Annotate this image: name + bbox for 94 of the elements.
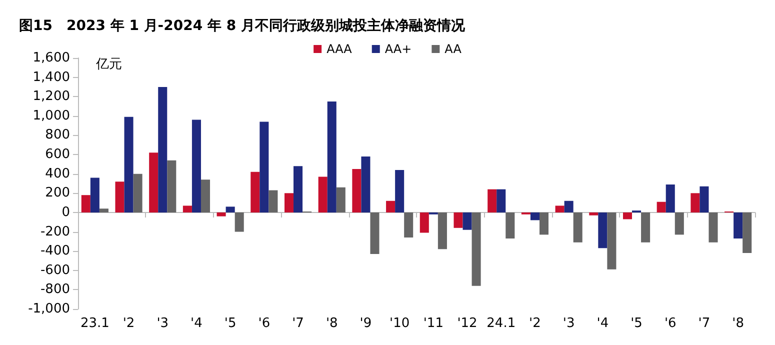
y-tick-label: 400 [45, 166, 70, 182]
x-tick-label: '3 [156, 316, 169, 331]
x-tick-label: '4 [190, 316, 202, 331]
x-tick-label: '7 [698, 316, 710, 331]
bar [336, 187, 346, 212]
bar [700, 186, 709, 212]
bar [370, 212, 380, 254]
bar [284, 193, 294, 212]
y-tick-label: -600 [40, 262, 70, 278]
bar [226, 206, 235, 212]
bar [742, 212, 752, 254]
y-tick-label: -200 [40, 224, 70, 240]
y-tick-label: 800 [45, 128, 70, 143]
bar [99, 208, 108, 212]
x-tick-label: 23.1 [80, 316, 110, 331]
x-tick-label: '4 [596, 316, 609, 331]
bar [386, 200, 396, 212]
x-tick-label: '9 [360, 316, 372, 331]
x-tick-label: 24.1 [486, 316, 516, 331]
bar [539, 212, 549, 235]
bar [589, 212, 598, 216]
x-tick-label: '8 [732, 316, 744, 331]
bar [149, 152, 158, 212]
x-tick-label: '5 [630, 316, 642, 331]
y-tick-label: 1,400 [32, 70, 70, 85]
bar [708, 212, 718, 242]
bar [530, 212, 540, 220]
bar [734, 212, 743, 239]
y-tick-label: 1,000 [32, 108, 70, 124]
x-tick-label: '11 [423, 316, 444, 331]
x-tick-label: '8 [326, 316, 338, 331]
y-tick-label: -400 [40, 244, 70, 259]
x-tick-label: '2 [122, 316, 135, 331]
bar [404, 212, 414, 238]
y-tick-label: 0 [62, 204, 70, 220]
bar [598, 212, 608, 248]
bar [352, 169, 362, 212]
bar [216, 212, 226, 216]
bar [462, 212, 472, 230]
bar [641, 212, 650, 242]
bar [496, 189, 506, 212]
bar [690, 193, 700, 212]
x-tick-label: '5 [224, 316, 236, 331]
bar [420, 212, 429, 233]
y-tick-label: -1,000 [28, 302, 70, 316]
bar [294, 166, 303, 212]
x-tick-label: '10 [390, 316, 410, 331]
bar [656, 202, 666, 212]
bar [555, 206, 564, 212]
bar [268, 190, 278, 212]
bar [438, 212, 447, 250]
bar [200, 180, 210, 212]
bar [564, 200, 574, 212]
x-tick-label: '6 [664, 316, 676, 331]
bar [250, 172, 260, 212]
bar [327, 101, 336, 212]
y-axis-title: 亿元 [95, 57, 122, 72]
bar [90, 178, 100, 212]
bar [454, 212, 463, 228]
bar [573, 212, 582, 242]
bar [192, 120, 201, 212]
x-tick-label: '6 [258, 316, 270, 331]
bar [472, 212, 481, 286]
x-tick-label: '2 [529, 316, 541, 331]
bar [167, 160, 176, 212]
legend-label: AAA [326, 42, 353, 56]
bar [234, 212, 244, 232]
bar [622, 212, 632, 220]
x-tick-label: '7 [292, 316, 304, 331]
bar [158, 86, 168, 212]
bar [182, 206, 192, 212]
bar [133, 174, 142, 212]
bar [607, 212, 616, 270]
bar [506, 212, 515, 239]
bar [395, 170, 404, 212]
bar [674, 212, 684, 235]
y-tick-label: 200 [45, 186, 70, 201]
bar [318, 176, 328, 212]
bar [124, 116, 134, 212]
y-tick-label: 1,200 [32, 89, 70, 104]
chart-title: 图15 2023 年 1 月-2024 年 8 月不同行政级别城投主体净融资情况 [19, 17, 466, 34]
bar [666, 184, 675, 212]
x-tick-label: '3 [562, 316, 575, 331]
bar [260, 122, 269, 212]
y-tick-label: 600 [45, 147, 70, 162]
y-tick-label: -800 [40, 282, 70, 298]
legend-label: AA+ [384, 42, 412, 56]
bar [81, 195, 90, 212]
bar [361, 156, 370, 212]
legend-label: AA [444, 42, 462, 56]
x-tick-label: '12 [457, 316, 478, 331]
bar [115, 182, 124, 212]
bar [488, 189, 497, 212]
y-tick-label: 1,600 [32, 50, 70, 66]
